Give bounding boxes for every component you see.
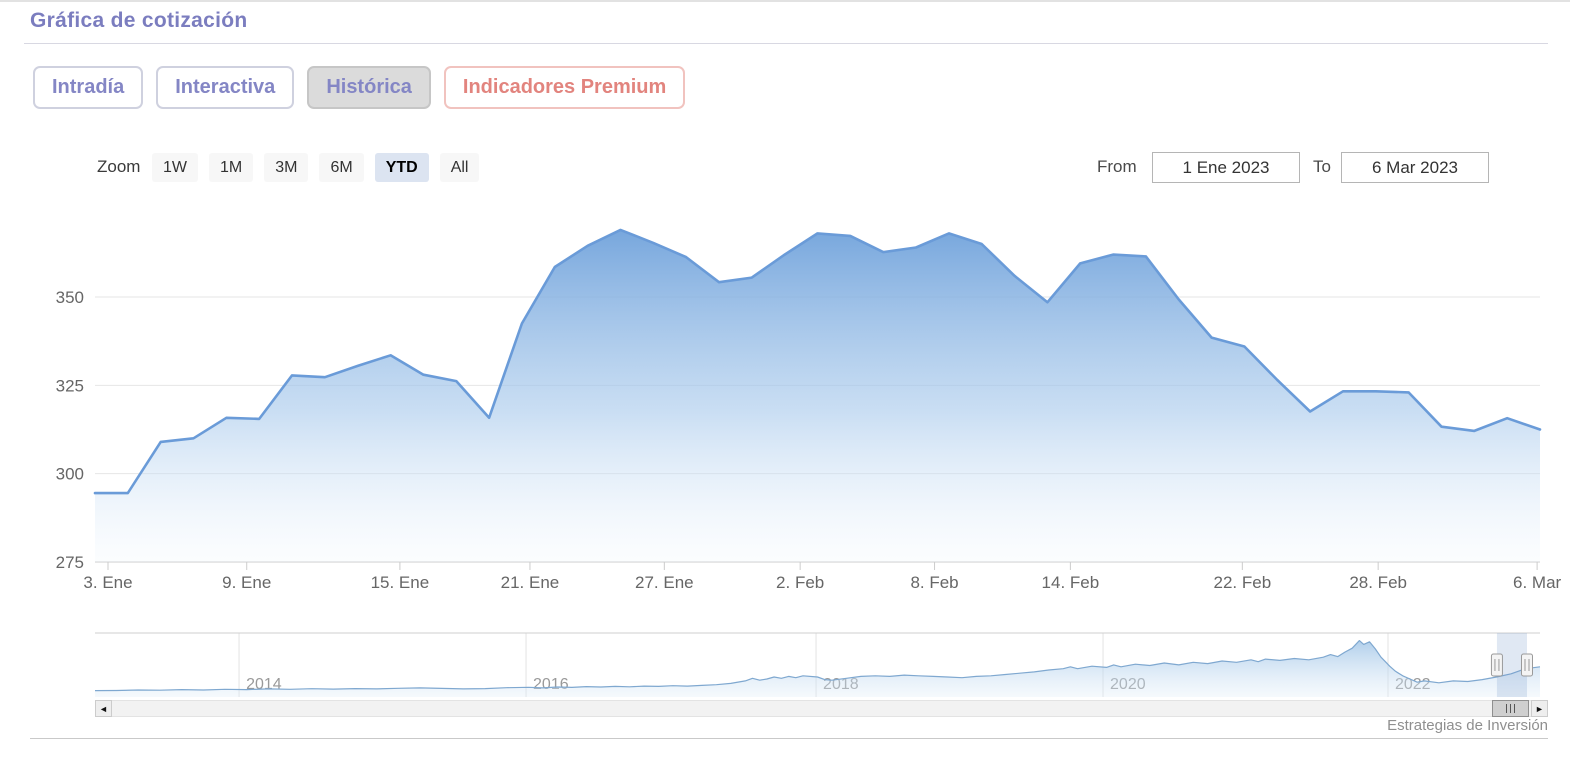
price-line	[93, 228, 1542, 495]
zoom-btn-6m[interactable]: 6M	[319, 153, 364, 182]
zoom-btn-1m[interactable]: 1M	[209, 153, 254, 182]
page-title: Gráfica de cotización	[30, 9, 248, 32]
x-axis-label: 6. Mar	[1513, 573, 1562, 592]
from-date-input[interactable]	[1152, 152, 1300, 183]
zoom-btn-all[interactable]: All	[439, 153, 480, 182]
navigator-area-fill	[95, 640, 1540, 697]
top-hairline	[0, 0, 1570, 2]
y-axis-label: 300	[56, 465, 84, 484]
y-axis-label: 350	[56, 288, 84, 307]
x-axis-label: 27. Ene	[635, 573, 694, 592]
navigator-left-handle-box[interactable]	[1490, 653, 1503, 677]
title-divider	[24, 43, 1548, 44]
scrollbar-track[interactable]	[95, 700, 1548, 717]
tab-intrad-a[interactable]: Intradía	[33, 66, 144, 109]
x-axis-label: 21. Ene	[501, 573, 560, 592]
x-axis-label: 8. Feb	[910, 573, 958, 592]
from-label: From	[1097, 157, 1137, 176]
zoom-label: Zoom	[97, 157, 141, 176]
zoom-btn-ytd[interactable]: YTD	[374, 153, 429, 182]
x-axis-label: 14. Feb	[1042, 573, 1100, 592]
x-axis-label: 3. Ene	[83, 573, 132, 592]
scrollbar-left-arrow-icon[interactable]: ◄	[95, 700, 112, 717]
tab-hist-rica[interactable]: Histórica	[307, 66, 431, 109]
x-axis-label: 28. Feb	[1349, 573, 1407, 592]
chart-credit: Estrategias de Inversión	[1387, 717, 1548, 734]
y-axis-label: 325	[56, 376, 84, 395]
scrollbar-right-arrow-icon[interactable]: ►	[1531, 700, 1548, 717]
scrollbar-grip-icon	[1506, 704, 1515, 713]
price-area-chart[interactable]: 275 300 325 350 3. Ene 9. Ene 15. Ene 21. Ene 27…	[0, 195, 1570, 600]
range-selector-buttons: 1W 1M 3M 6M YTD All	[152, 153, 480, 182]
zoom-btn-3m[interactable]: 3M	[264, 153, 309, 182]
bottom-divider	[30, 738, 1548, 739]
scrollbar-thumb[interactable]	[1492, 700, 1529, 717]
navigator-mini-chart[interactable]: 20142016201820202022	[0, 630, 1570, 700]
tab-indicadores-premium[interactable]: Indicadores Premium	[443, 66, 686, 109]
chart-view-tabs: Intradía Interactiva Histórica Indicadores …	[33, 66, 686, 109]
x-axis-label: 15. Ene	[371, 573, 430, 592]
x-axis-label: 2. Feb	[776, 573, 824, 592]
navigator-line	[94, 640, 1541, 692]
tab-interactiva[interactable]: Interactiva	[156, 66, 295, 109]
y-axis-label: 275	[56, 553, 84, 572]
zoom-btn-1w[interactable]: 1W	[152, 153, 198, 182]
to-date-input[interactable]	[1341, 152, 1489, 183]
x-axis-label: 9. Ene	[222, 573, 271, 592]
to-label: To	[1313, 157, 1331, 176]
navigator-right-handle[interactable]	[1520, 653, 1533, 677]
price-area-fill	[95, 229, 1540, 562]
navigator-left-handle[interactable]	[1490, 653, 1503, 677]
navigator-right-handle-box[interactable]	[1520, 653, 1533, 677]
x-axis-label: 22. Feb	[1214, 573, 1272, 592]
